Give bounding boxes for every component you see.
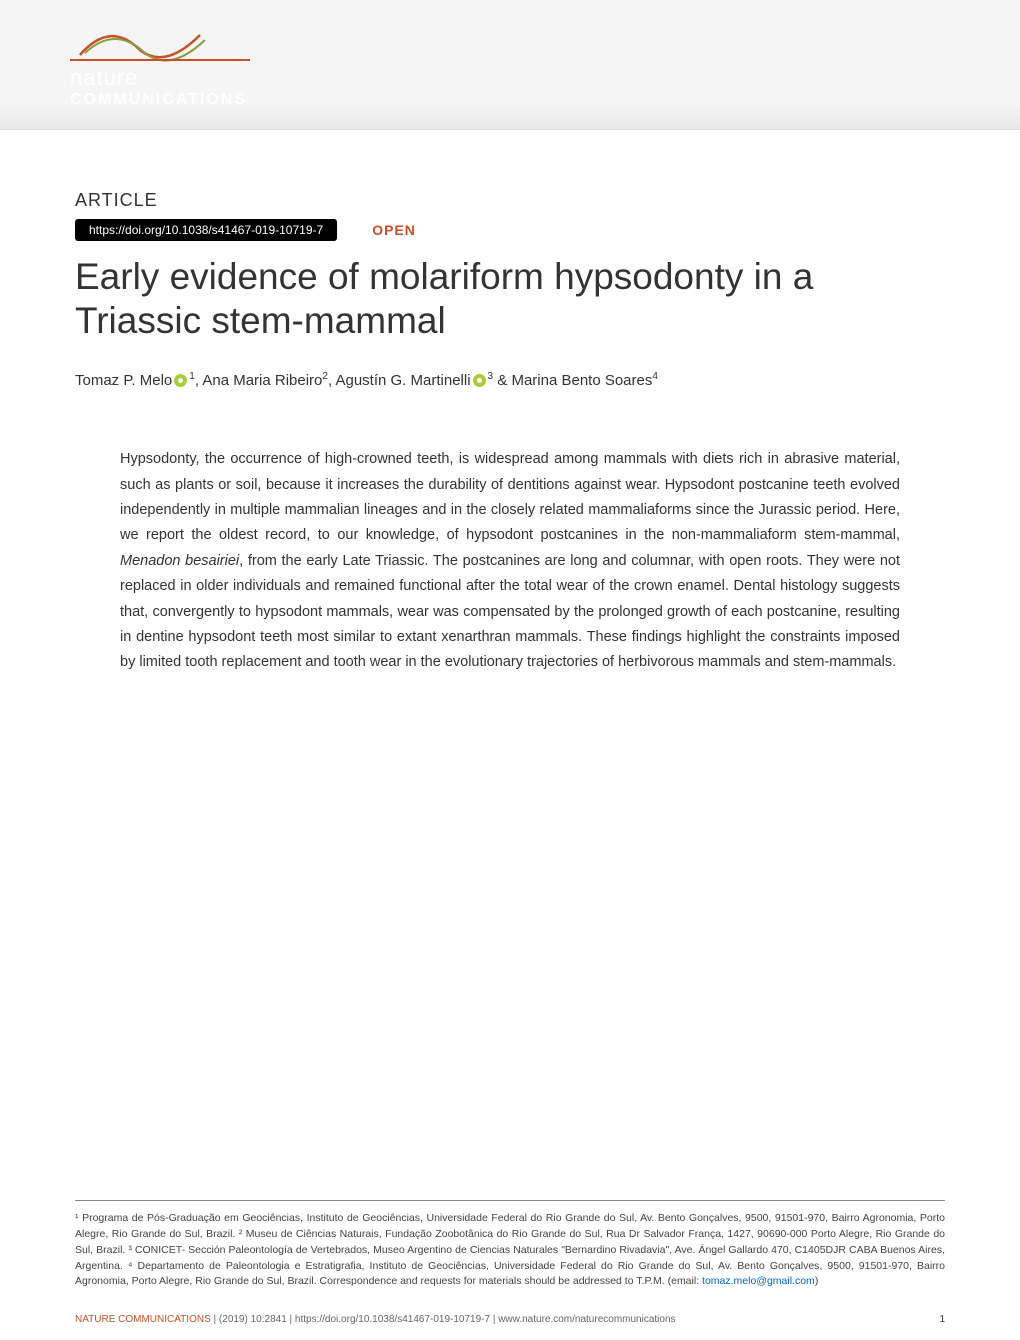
author-affil: 4 bbox=[652, 371, 658, 382]
authors-list: Tomaz P. Melo1, Ana Maria Ribeiro2, Agus… bbox=[75, 369, 945, 393]
abstract-pre: Hypsodonty, the occurrence of high-crown… bbox=[120, 451, 900, 543]
author-name: Tomaz P. Melo bbox=[75, 372, 172, 389]
open-access-badge: OPEN bbox=[372, 222, 416, 238]
article-title: Early evidence of molariform hypsodonty … bbox=[75, 255, 945, 344]
doi-row: https://doi.org/10.1038/s41467-019-10719… bbox=[75, 219, 945, 241]
logo-text: nature COMMUNICATIONS bbox=[70, 65, 250, 109]
article-content: ARTICLE https://doi.org/10.1038/s41467-0… bbox=[0, 130, 1020, 676]
article-type-label: ARTICLE bbox=[75, 190, 945, 211]
orcid-icon[interactable] bbox=[174, 374, 187, 387]
footer-citation: NATURE COMMUNICATIONS | (2019) 10:2841 |… bbox=[75, 1314, 676, 1325]
author-name: Agustín G. Martinelli bbox=[335, 372, 470, 389]
abstract-post: , from the early Late Triassic. The post… bbox=[120, 553, 900, 671]
logo-swoosh-icon bbox=[70, 15, 250, 65]
footer-citation-text: (2019) 10:2841 | https://doi.org/10.1038… bbox=[219, 1314, 676, 1325]
species-name: Menadon besairiei bbox=[120, 553, 239, 569]
orcid-icon[interactable] bbox=[473, 374, 486, 387]
journal-logo: nature COMMUNICATIONS bbox=[70, 15, 250, 109]
affiliations: ¹ Programa de Pós-Graduação em Geociênci… bbox=[75, 1200, 945, 1290]
correspondence-email[interactable]: tomaz.melo@gmail.com bbox=[702, 1275, 815, 1287]
abstract: Hypsodonty, the occurrence of high-crown… bbox=[75, 447, 945, 675]
logo-communications: COMMUNICATIONS bbox=[70, 91, 250, 109]
author-name: Marina Bento Soares bbox=[511, 372, 652, 389]
author-affil: 1 bbox=[189, 371, 195, 382]
doi-link[interactable]: https://doi.org/10.1038/s41467-019-10719… bbox=[75, 219, 337, 241]
author-name: Ana Maria Ribeiro bbox=[202, 372, 322, 389]
logo-nature: nature bbox=[70, 65, 250, 91]
journal-banner: nature COMMUNICATIONS bbox=[0, 0, 1020, 130]
page-footer: NATURE COMMUNICATIONS | (2019) 10:2841 |… bbox=[75, 1314, 945, 1325]
author-affil: 3 bbox=[488, 371, 494, 382]
affil-closing: ) bbox=[815, 1275, 819, 1287]
footer-journal: NATURE COMMUNICATIONS bbox=[75, 1314, 211, 1325]
author-affil: 2 bbox=[322, 371, 328, 382]
page-number: 1 bbox=[939, 1314, 945, 1325]
